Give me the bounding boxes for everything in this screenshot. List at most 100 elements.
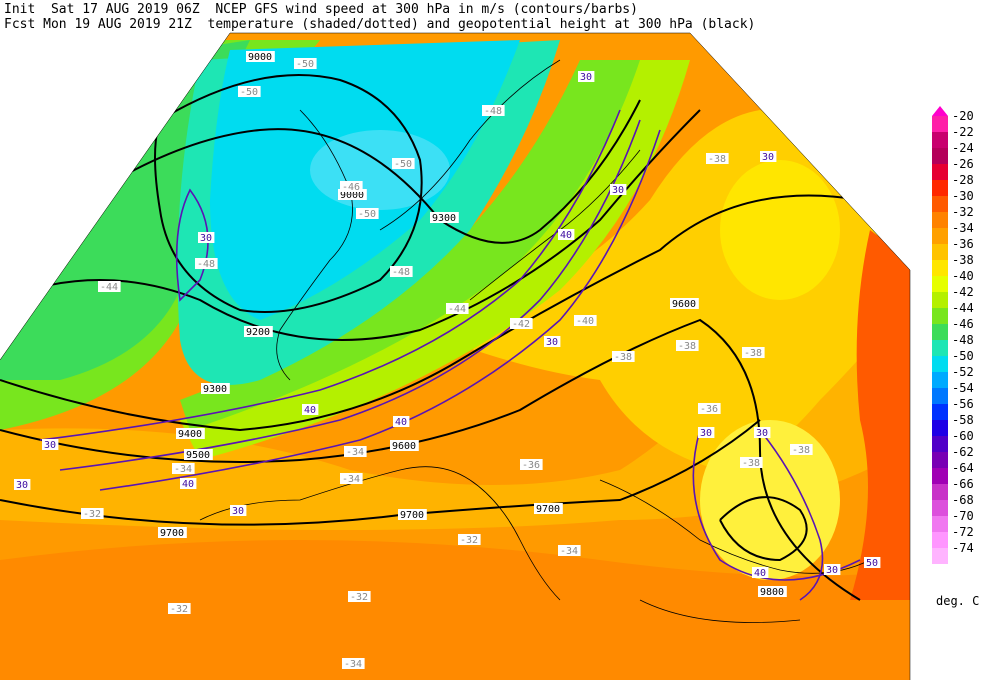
temperature-label: -44 (100, 282, 118, 293)
temperature-label: -48 (484, 106, 502, 117)
colorbar-entry: -20 (932, 109, 1000, 132)
colorbar-entry: -22 (932, 125, 1000, 148)
wind-label: 40 (754, 568, 766, 579)
wind-label-bg (544, 336, 561, 347)
temperature-label: -38 (708, 154, 726, 165)
colorbar-entry: -36 (932, 237, 1000, 260)
colorbar-label: -58 (952, 413, 974, 427)
colorbar-swatch (932, 148, 948, 164)
temperature-label-bg (294, 58, 317, 69)
colorbar-label: -74 (952, 541, 974, 555)
header-line-1: Init Sat 17 AUG 2019 06Z NCEP GFS wind s… (4, 2, 638, 17)
temperature-label-bg (558, 545, 581, 556)
colorbar-entry: -28 (932, 173, 1000, 196)
colorbar-units: deg. C (936, 594, 980, 608)
height-label-bg (534, 503, 563, 514)
coast-uk (276, 109, 353, 381)
temperature-label: -32 (350, 592, 368, 603)
wind-label-bg (864, 557, 881, 568)
height-9800 (719, 496, 808, 562)
colorbar-swatch (932, 516, 948, 532)
wind-label-bg (14, 479, 31, 490)
colorbar-label: -72 (952, 525, 974, 539)
cell-minus38-north (720, 160, 840, 300)
temperature-label: -42 (512, 319, 530, 330)
colorbar-label: -62 (952, 445, 974, 459)
temperature-label-bg (392, 158, 415, 169)
colorbar-arrow (932, 106, 948, 116)
wind-label: 50 (866, 558, 878, 569)
wind-40-southeast (759, 429, 824, 601)
wind-label: 30 (756, 428, 768, 439)
colorbar-label: -60 (952, 429, 974, 443)
temperature-label-bg (612, 351, 635, 362)
colorbar-entry: -52 (932, 365, 1000, 388)
height-label: 9300 (432, 213, 456, 224)
temperature-label-bg (356, 208, 379, 219)
colorbar-swatch (932, 260, 948, 276)
colorbar-swatch (932, 388, 948, 404)
temperature-label-bg (340, 181, 363, 192)
colorbar-swatch (932, 164, 948, 180)
wind-label: 30 (546, 337, 558, 348)
colorbar-swatch (932, 116, 948, 132)
temperature-label-bg (344, 446, 367, 457)
temperature-label: -34 (342, 474, 360, 485)
temperature-label: -36 (700, 404, 718, 415)
height-label: 9000 (340, 190, 364, 201)
temperature-label-bg (238, 86, 261, 97)
colorbar-label: -50 (952, 349, 974, 363)
temperature-label-bg (340, 473, 363, 484)
colorbar-entry: -30 (932, 189, 1000, 212)
colorbar-label: -56 (952, 397, 974, 411)
wind-label: 30 (580, 72, 592, 83)
coast-italy (469, 479, 561, 601)
colorbar-swatch (932, 324, 948, 340)
colorbar-swatch (932, 132, 948, 148)
colorbar-entry: -48 (932, 333, 1000, 356)
height-label: 9700 (400, 510, 424, 521)
temperature-label: -48 (392, 267, 410, 278)
cell-minus40-south (700, 420, 840, 580)
temperature-label-bg (168, 603, 191, 614)
temperature-label-bg (348, 591, 371, 602)
colorbar-swatch (932, 228, 948, 244)
wind-label: 40 (304, 405, 316, 416)
temperature-label: -38 (744, 348, 762, 359)
colorbar-label: -70 (952, 509, 974, 523)
height-label-bg (184, 449, 213, 460)
colorbar-swatch (932, 292, 948, 308)
wind-40-a (59, 119, 641, 471)
colorbar-swatch (932, 404, 948, 420)
colorbar-entry: -72 (932, 525, 1000, 548)
wind-contours (39, 109, 861, 601)
height-label: 9000 (248, 52, 272, 63)
temperature-label: -50 (240, 87, 258, 98)
height-label-bg (246, 51, 275, 62)
colorbar-entry: -74 (932, 541, 1000, 564)
colorbar-entry: -32 (932, 205, 1000, 228)
colorbar-swatch (932, 452, 948, 468)
wind-30-southeast (692, 429, 861, 581)
temperature-label-bg (510, 318, 533, 329)
colorbar-entry: -26 (932, 157, 1000, 180)
temperature-label-bg (342, 658, 365, 669)
height-label-bg (176, 428, 205, 439)
wind-label: 40 (560, 230, 572, 241)
temperature-label: -38 (614, 352, 632, 363)
colorbar-label: -52 (952, 365, 974, 379)
colorbar-swatch (932, 308, 948, 324)
colorbar-swatch (932, 180, 948, 196)
height-label: 9600 (672, 299, 696, 310)
temperature-label-bg (790, 444, 813, 455)
colorbar-entry: -54 (932, 381, 1000, 404)
wind-label: 30 (762, 152, 774, 163)
height-9700 (0, 419, 761, 526)
colorbar-label: -42 (952, 285, 974, 299)
temperature-label-bg (482, 105, 505, 116)
temperature-label: -32 (460, 535, 478, 546)
colorbar-label: -34 (952, 221, 974, 235)
coast-turkey (639, 599, 801, 623)
wind-label-bg (754, 427, 771, 438)
